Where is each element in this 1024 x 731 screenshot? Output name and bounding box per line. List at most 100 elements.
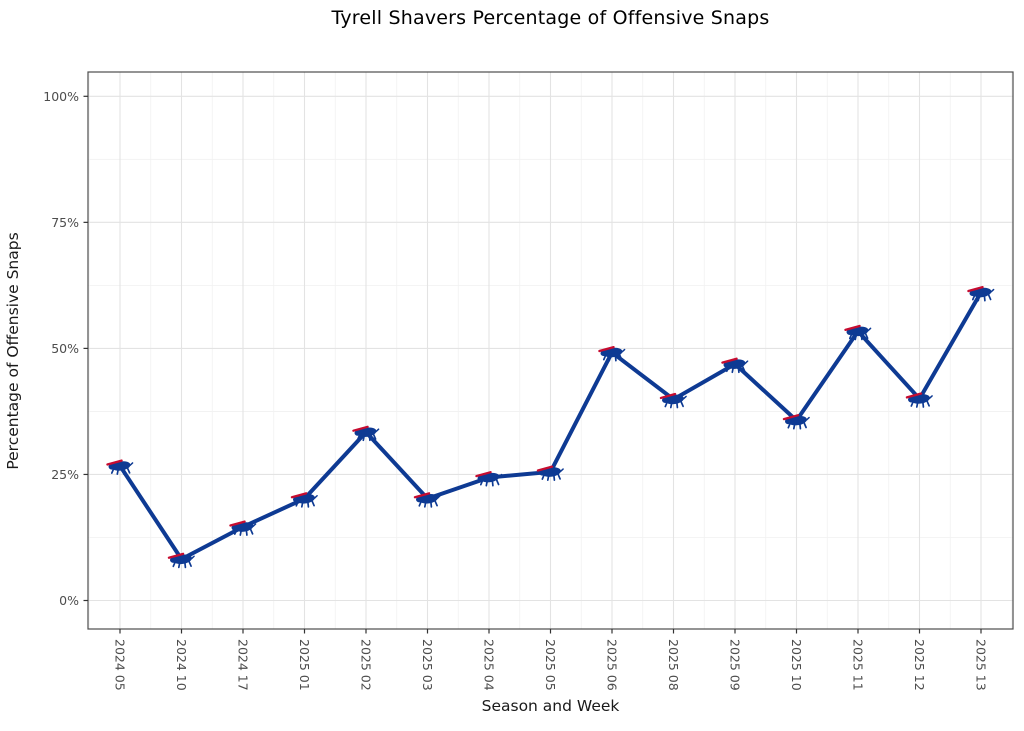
buffalo-tail [436,495,441,499]
x-tick-label: 2024 05 [113,639,128,691]
buffalo-tail [805,416,810,421]
x-tick-label: 2024 17 [236,639,251,691]
chart-title: Tyrell Shavers Percentage of Offensive S… [331,7,770,29]
red-streak [352,425,369,432]
buffalo-head [293,496,300,503]
red-streak [536,465,554,472]
buffalo-head [539,469,546,476]
buffalo-tail [744,360,749,365]
buffalo-legs [172,560,192,569]
buffalo-legs [725,365,746,374]
y-tick-label: 75% [51,215,79,230]
buffalo-tail [621,348,626,353]
red-streak [659,392,677,400]
bills-logo-marker [413,492,441,508]
bills-logo-marker [598,345,626,362]
buffalo-head [662,397,669,404]
y-tick-label: 0% [59,593,79,608]
buffalo-head [969,290,977,297]
x-tick-label: 2025 06 [605,639,620,691]
y-axis-title-text: Percentage of Offensive Snaps [4,232,22,470]
bills-logo-marker [352,425,380,442]
buffalo-tail [559,468,564,473]
x-tick-label: 2025 05 [543,639,558,691]
x-tick-label: 2025 04 [482,639,497,691]
red-streak [598,345,615,353]
buffalo-head [723,361,731,368]
buffalo-tail [313,495,318,499]
bills-logo-marker [659,392,687,409]
buffalo-tail [928,395,933,400]
buffalo-legs [848,332,869,341]
buffalo-tail [375,428,380,433]
buffalo-legs [971,293,992,302]
x-tick-label: 2025 10 [789,639,804,691]
bills-logo-marker [844,324,872,341]
buffalo-head [170,557,177,563]
buffalo-head [231,524,239,531]
red-streak [167,552,185,559]
buffalo-head [477,475,485,482]
buffalo-head [354,429,362,436]
buffalo-tail [498,473,503,478]
x-tick-label: 2024 10 [174,639,189,691]
buffalo-tail [867,327,872,332]
red-streak [229,520,246,527]
x-tick-label: 2025 11 [851,639,866,691]
buffalo-head [600,350,608,357]
red-streak [290,492,308,499]
buffalo-legs [787,421,807,430]
buffalo-head [846,329,854,335]
y-tick-label: 25% [51,467,79,482]
bills-logo-marker [905,392,933,408]
buffalo-legs [602,353,623,362]
buffalo-legs [479,478,500,487]
buffalo-legs [295,499,315,508]
bills-logo-marker [721,357,749,374]
red-streak [413,492,431,499]
buffalo-head [108,463,116,470]
y-tick-label: 50% [51,341,79,356]
buffalo-legs [418,499,438,508]
bills-logo-marker [475,471,503,487]
bills-logo-marker [536,465,564,481]
bills-logo-marker [167,552,195,569]
x-tick-label: 2025 01 [297,639,312,691]
buffalo-tail [682,395,687,400]
x-tick-label: 2025 02 [359,639,374,691]
x-tick-label: 2025 08 [666,639,681,691]
red-streak [782,414,800,421]
buffalo-tail [190,555,195,560]
buffalo-legs [233,528,254,536]
red-streak [721,357,738,364]
buffalo-legs [541,473,561,481]
buffalo-legs [910,399,930,408]
buffalo-tail [252,523,257,528]
x-axis-title: Season and Week [481,697,620,715]
bills-logo-marker [967,285,995,302]
red-streak [967,285,984,293]
buffalo-head [785,418,792,425]
bills-logo-marker [106,459,134,475]
y-tick-label: 100% [43,89,79,104]
bills-logo-marker [229,520,257,536]
buffalo-legs [664,400,684,409]
x-tick-label: 2025 12 [912,639,927,691]
red-streak [475,471,492,478]
buffalo-legs [356,433,377,442]
buffalo-head [416,496,423,503]
red-streak [905,392,923,399]
x-tick-label: 2025 13 [974,639,989,691]
x-tick-label: 2025 03 [420,639,435,691]
red-streak [106,459,123,466]
buffalo-legs [110,467,131,475]
buffalo-tail [990,288,995,293]
red-streak [844,324,861,332]
buffalo-head [908,396,915,403]
x-tick-label: 2025 09 [728,639,743,691]
bills-logo-marker [782,414,810,430]
bills-logo-marker [290,492,318,508]
buffalo-tail [129,462,134,467]
